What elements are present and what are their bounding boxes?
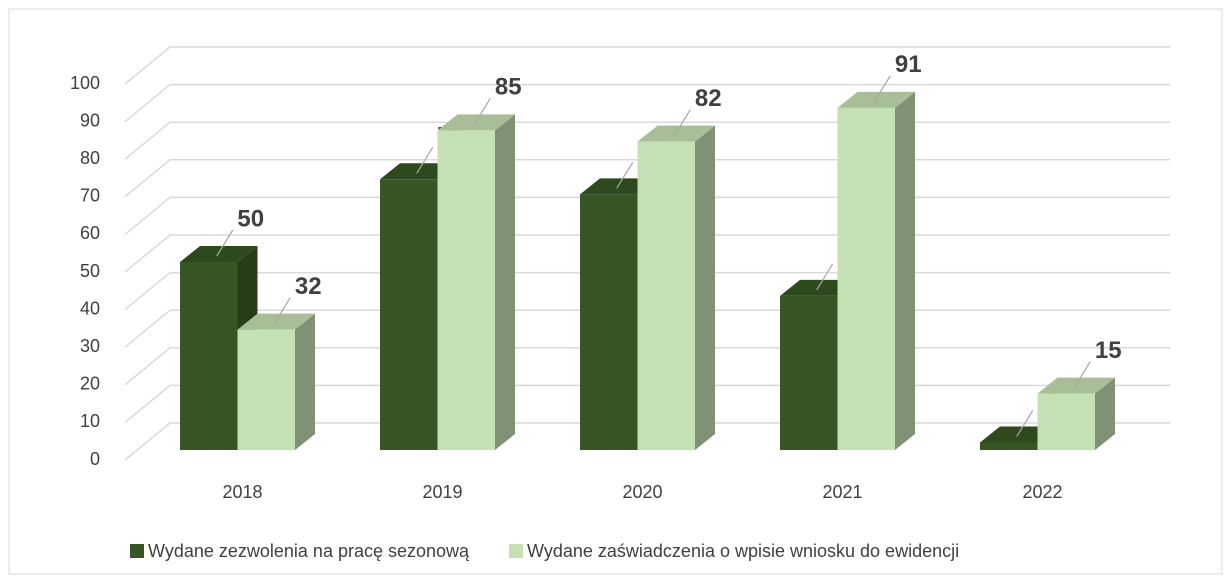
- bar-face: [780, 295, 838, 450]
- leader-line: [273, 297, 291, 324]
- bar-face: [495, 114, 515, 451]
- bar-face: [295, 313, 315, 450]
- grid-line: [124, 121, 1170, 160]
- bar-face: [1037, 377, 1115, 394]
- data-label: 82: [695, 85, 722, 112]
- bar: [437, 114, 515, 451]
- bar-face: [437, 114, 515, 131]
- x-tick-label: 2020: [622, 482, 662, 502]
- legend-swatch: [130, 544, 144, 558]
- bar-face: [637, 125, 715, 142]
- bar-face: [980, 442, 1038, 450]
- bar-face: [837, 107, 895, 450]
- y-tick-label: 100: [70, 73, 100, 93]
- grid-line: [124, 159, 1170, 198]
- y-tick-label: 40: [80, 298, 100, 318]
- leader-line: [673, 109, 691, 136]
- x-tick-label: 2018: [222, 482, 262, 502]
- bar: [1037, 377, 1115, 450]
- x-tick-label: 2019: [422, 482, 462, 502]
- data-label: 50: [237, 205, 264, 232]
- y-tick-label: 20: [80, 374, 100, 394]
- bar-face: [237, 329, 295, 450]
- bar-face: [380, 179, 438, 450]
- bar-face: [580, 194, 638, 450]
- legend-swatch: [509, 544, 524, 558]
- bar-face: [1037, 393, 1095, 450]
- leader-line: [1073, 361, 1091, 388]
- y-tick-label: 70: [80, 186, 100, 206]
- bar-face: [437, 130, 495, 450]
- y-tick-label: 10: [80, 411, 100, 431]
- bar-face: [895, 91, 915, 450]
- data-label: 32: [295, 273, 322, 300]
- grid-line: [124, 271, 1170, 311]
- grid-line: [124, 83, 1170, 123]
- grid-line: [124, 234, 1170, 273]
- bar-face: [637, 141, 695, 450]
- bar: [837, 91, 915, 450]
- leader-line: [873, 75, 891, 103]
- leader-line: [473, 98, 491, 125]
- leader-line: [1016, 410, 1034, 437]
- y-tick-label: 30: [80, 336, 100, 356]
- legend-label: Wydane zezwolenia na pracę sezonową: [148, 541, 470, 561]
- grid-line: [124, 46, 1170, 85]
- bar-face: [695, 125, 715, 451]
- bar-face: [237, 313, 315, 330]
- leader-line: [816, 263, 834, 291]
- y-tick-label: 60: [80, 223, 100, 243]
- bar: [637, 125, 715, 451]
- y-tick-label: 90: [80, 110, 100, 130]
- y-tick-label: 80: [80, 148, 100, 168]
- data-label: 85: [495, 74, 522, 101]
- leader-line: [616, 162, 634, 189]
- y-tick-label: 0: [90, 449, 100, 469]
- data-label: 15: [1095, 337, 1122, 364]
- bar-face: [180, 246, 258, 262]
- legend-label: Wydane zaświadczenia o wpisie wniosku do…: [527, 541, 959, 561]
- leader-line: [216, 229, 234, 257]
- leader-line: [416, 146, 434, 174]
- grid-line: [124, 196, 1170, 235]
- bar-face: [180, 262, 238, 450]
- x-tick-label: 2021: [822, 482, 862, 502]
- bar-face: [1095, 377, 1115, 450]
- data-label: 91: [895, 51, 922, 78]
- x-tick-label: 2022: [1022, 482, 1062, 502]
- bar-face: [837, 91, 915, 108]
- bar: [237, 313, 315, 450]
- y-tick-label: 50: [80, 261, 100, 281]
